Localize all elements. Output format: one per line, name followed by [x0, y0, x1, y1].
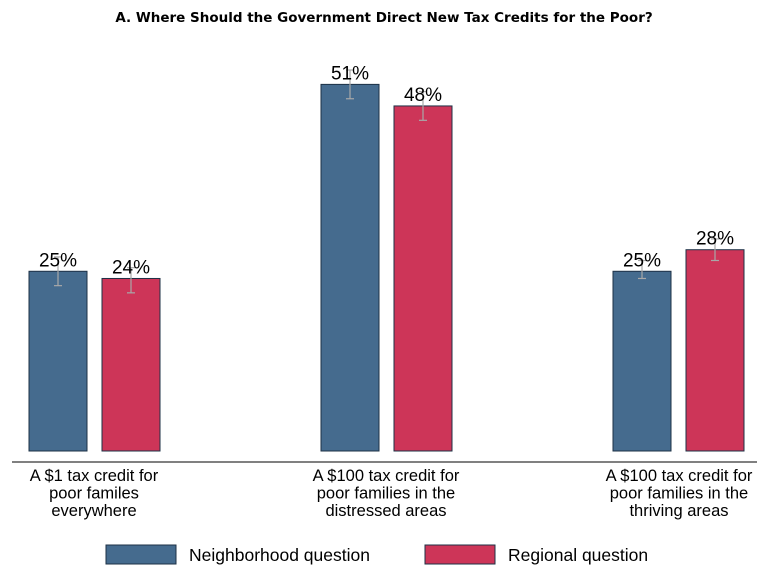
bars-layer: 25% 51% 25% 24% 48% 28%	[28, 63, 745, 452]
data-label: 48%	[404, 85, 442, 106]
category-label: distressed areas	[325, 502, 446, 520]
data-label: 25%	[39, 250, 77, 271]
legend-label: Regional question	[508, 545, 648, 565]
bar-regional-2	[685, 249, 745, 452]
data-label: 51%	[331, 63, 369, 84]
data-label: 24%	[112, 257, 150, 278]
legend-item: Regional question	[424, 544, 648, 565]
error-bar	[638, 259, 646, 280]
category-label: A $100 tax credit for	[606, 467, 753, 485]
bar-neighborhood-2	[612, 270, 672, 452]
legend: Neighborhood question Regional question	[105, 544, 648, 565]
bar-regional-1	[393, 105, 453, 452]
error-bar	[127, 267, 135, 294]
legend-item: Neighborhood question	[105, 544, 370, 565]
data-label: 28%	[696, 229, 734, 250]
error-bar	[346, 69, 354, 100]
error-bar	[419, 90, 427, 121]
chart-title: A. Where Should the Government Direct Ne…	[115, 10, 652, 26]
legend-swatch	[105, 544, 177, 565]
legend-label: Neighborhood question	[189, 545, 370, 565]
bar-neighborhood-1	[320, 83, 380, 452]
error-bar	[54, 256, 62, 287]
category-label: A $1 tax credit for	[30, 467, 159, 485]
data-label: 25%	[623, 250, 661, 271]
error-bar	[711, 238, 719, 262]
category-label: poor families in the	[610, 485, 749, 503]
category-label: poor familes	[49, 485, 139, 503]
category-label: poor families in the	[317, 485, 456, 503]
bar-regional-0	[101, 277, 161, 452]
category-label: everywhere	[51, 502, 136, 520]
bar-neighborhood-0	[28, 270, 88, 452]
legend-swatch	[424, 544, 496, 565]
category-label: A $100 tax credit for	[313, 467, 460, 485]
category-label: thriving areas	[629, 502, 728, 520]
